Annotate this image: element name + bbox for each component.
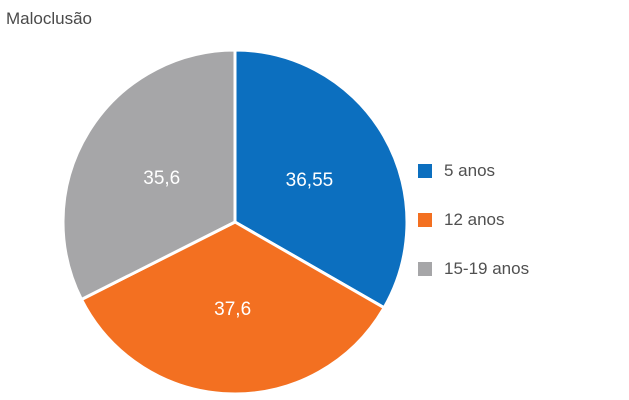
legend-item-15-19-anos: 15-19 anos xyxy=(418,258,529,280)
pie-slice-5-anos xyxy=(233,48,409,310)
legend-label: 5 anos xyxy=(444,161,496,180)
chart-legend: 5 anos 12 anos 15-19 anos xyxy=(418,160,529,307)
legend-swatch xyxy=(418,262,432,276)
legend-swatch xyxy=(418,164,432,178)
pie-slice-15-19-anos xyxy=(61,48,237,301)
pie-slice-12-anos xyxy=(79,220,386,396)
slice-value-label: 36,55 xyxy=(286,170,334,191)
legend-item-5-anos: 5 anos xyxy=(418,160,529,182)
legend-swatch xyxy=(418,213,432,227)
slice-value-label: 37,6 xyxy=(214,299,251,320)
legend-label: 12 anos xyxy=(444,210,505,229)
legend-label: 15-19 anos xyxy=(444,259,530,278)
legend-item-12-anos: 12 anos xyxy=(418,209,529,231)
chart-title: Maloclusão xyxy=(6,9,92,28)
slice-value-label: 35,6 xyxy=(143,168,180,189)
